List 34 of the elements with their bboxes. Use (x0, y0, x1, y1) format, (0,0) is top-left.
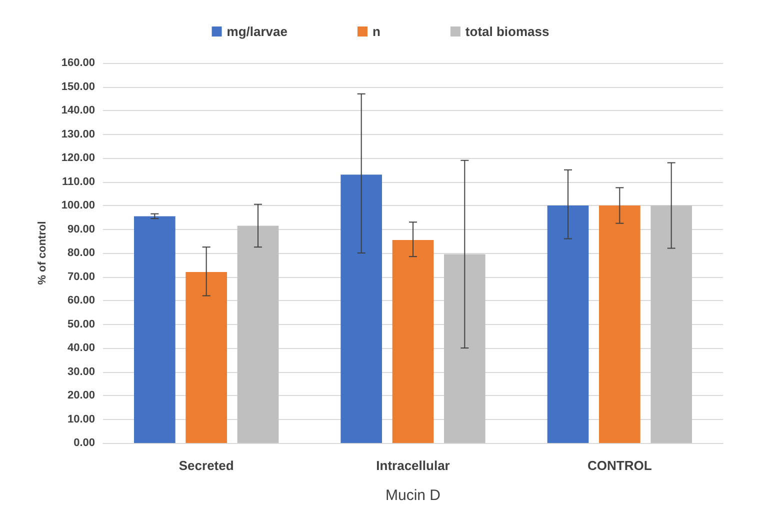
x-tick-label: CONTROL (588, 458, 652, 473)
y-tick-label: 140.00 (61, 104, 95, 116)
y-tick-label: 90.00 (67, 223, 95, 236)
legend-label: n (372, 24, 380, 39)
y-tick-label: 120.00 (61, 152, 95, 164)
y-tick-label: 130.00 (61, 128, 95, 140)
bar (134, 216, 176, 443)
y-tick-label: 110.00 (62, 176, 95, 188)
y-tick-label: 10.00 (67, 413, 95, 426)
bar (340, 174, 382, 443)
y-tick-label: 50.00 (67, 318, 95, 330)
bar (444, 254, 486, 443)
y-tick-label: 150.00 (61, 80, 95, 93)
y-tick-label: 80.00 (67, 247, 95, 259)
legend-label: mg/larvae (226, 24, 288, 39)
bar (186, 272, 227, 443)
y-axis-title: % of control (36, 221, 48, 285)
y-tick-label: 40.00 (67, 342, 95, 354)
y-tick-label: 20.00 (67, 390, 95, 402)
x-tick-label: Secreted (178, 458, 234, 473)
y-tick-label: 100.00 (61, 200, 95, 212)
y-tick-label: 160.00 (61, 57, 95, 69)
y-tick-label: 60.00 (67, 294, 95, 306)
y-tick-label: 30.00 (67, 366, 95, 378)
x-axis-title: Mucin D (385, 487, 441, 504)
bar (599, 206, 640, 443)
bar (237, 226, 279, 443)
bar (392, 240, 434, 443)
x-tick-label: Intracellular (376, 458, 450, 473)
bar (650, 206, 692, 443)
y-tick-label: 0.00 (74, 437, 95, 449)
legend-label: total biomass (465, 24, 550, 39)
y-tick-label: 70.00 (67, 270, 95, 283)
bar (547, 206, 589, 443)
